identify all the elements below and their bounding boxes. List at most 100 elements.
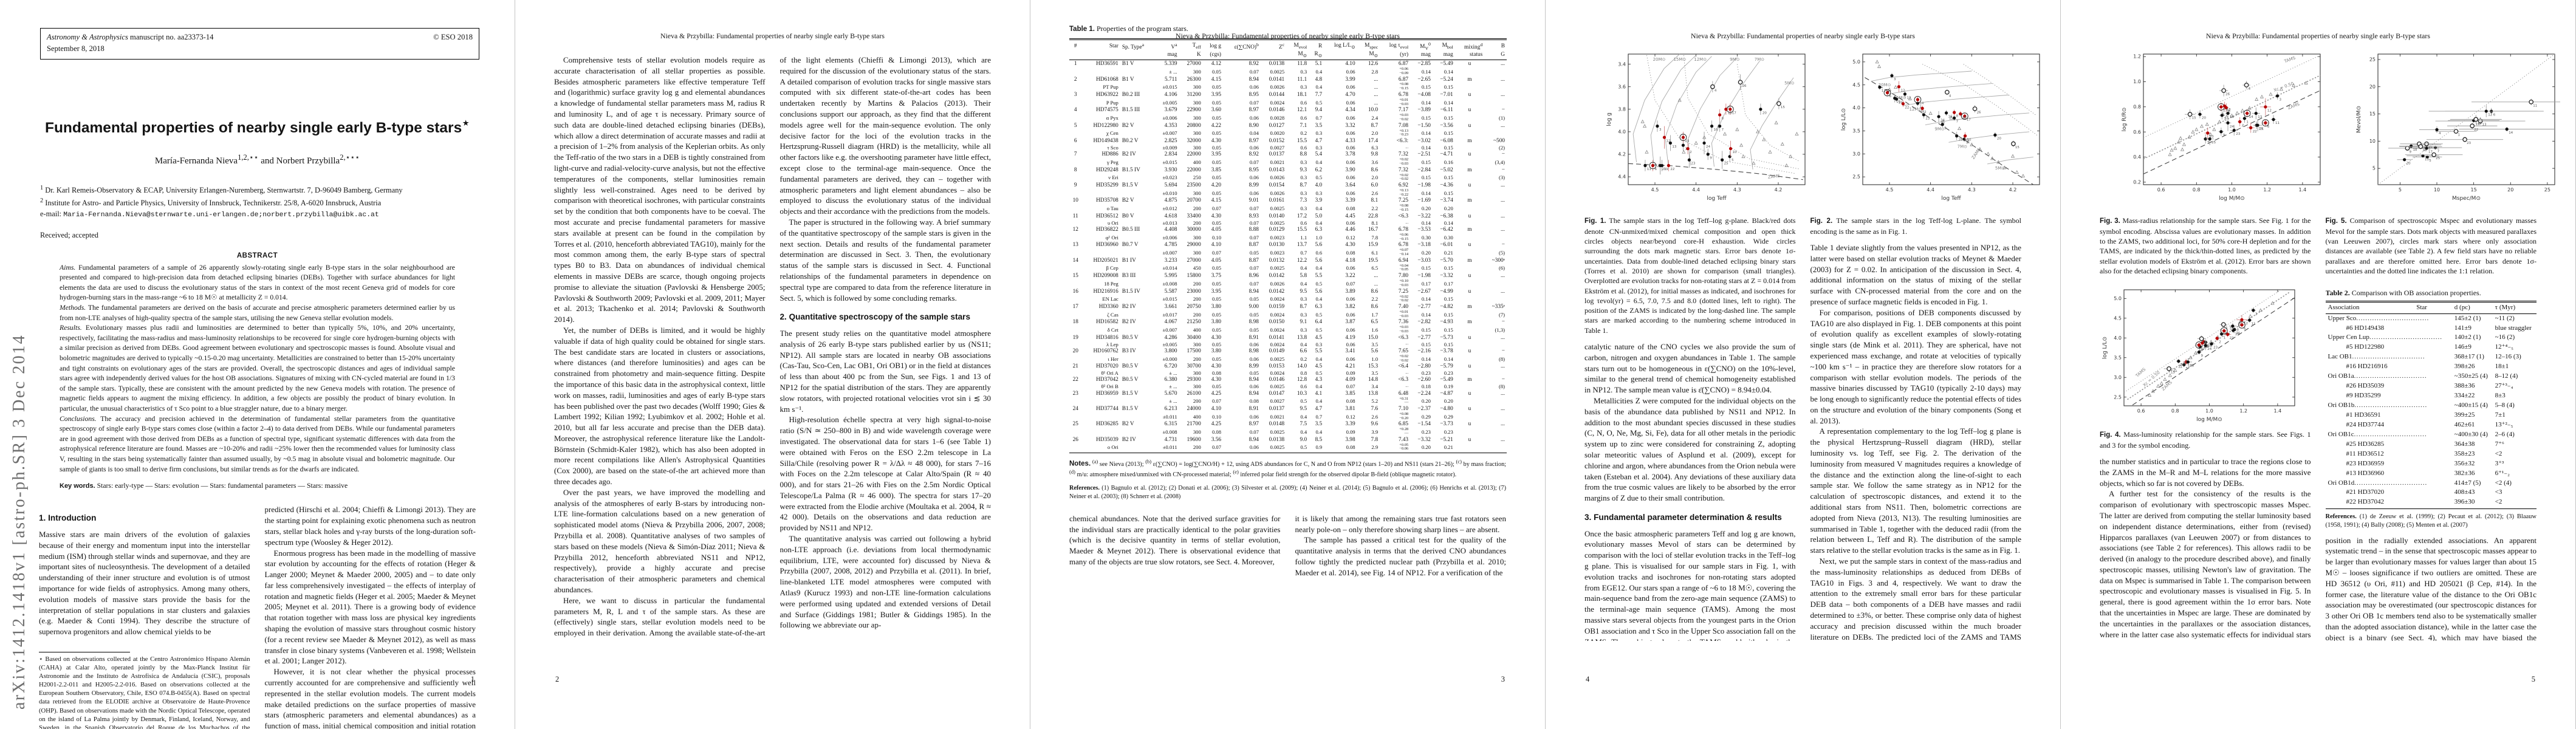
- table-cell: [1484, 412, 1507, 420]
- table-cell: [1069, 428, 1081, 436]
- table-cell: 0.4: [1300, 280, 1307, 287]
- table-cell: υ Ori: [1107, 219, 1118, 226]
- table2-caption-lead: Table 2.: [2325, 289, 2350, 298]
- table-cell: 0.7: [1315, 413, 1323, 420]
- table-cell: 0.3: [1300, 205, 1307, 212]
- table-cell: HD35039: [1096, 436, 1118, 443]
- svg-text:Xc = 0.50: Xc = 0.50: [2273, 81, 2294, 93]
- table-cell: −3.73: [1440, 421, 1453, 428]
- column-header: M⊙: [1286, 51, 1309, 61]
- table-cell: 0.0026: [1270, 280, 1285, 287]
- svg-text:9M⊙: 9M⊙: [1730, 57, 1739, 62]
- table-cell: u: [1468, 122, 1471, 129]
- table-cell: 4.286: [1164, 334, 1177, 341]
- table-cell: −2.67: [1417, 288, 1431, 295]
- svg-text:10: 10: [1733, 151, 1737, 154]
- svg-text:4.3: 4.3: [1968, 187, 1976, 193]
- table-cell: 0.06: [1346, 68, 1355, 75]
- table-cell: 6.92: [1398, 182, 1409, 189]
- table-cell: <6.3:: [1396, 138, 1409, 145]
- affiliation-1: 1 Dr. Karl Remeis-Observatory & ECAP, Un…: [40, 184, 403, 195]
- table-cell: 0.5: [1315, 280, 1323, 287]
- table-cell: (5): [1498, 249, 1505, 256]
- svg-text:20: 20: [1997, 137, 2001, 141]
- table-cell: 3.6: [1371, 159, 1379, 165]
- svg-text:3.0: 3.0: [2114, 375, 2122, 380]
- table-cell: 0.0143: [1269, 166, 1285, 173]
- table-cell: ...: [1501, 122, 1505, 129]
- table-cell: 15.5: [1297, 226, 1307, 233]
- table-cell: 0.06: [1249, 413, 1259, 420]
- table-cell: 0.05: [1211, 311, 1222, 318]
- svg-text:log g: log g: [1606, 112, 1612, 126]
- table-cell: 0.14: [1421, 190, 1431, 196]
- table-cell: 0.05: [1211, 145, 1222, 151]
- table-cell: 16.7: [1368, 226, 1379, 233]
- svg-text:22: 22: [1905, 106, 1909, 109]
- svg-text:7: 7: [1722, 128, 1724, 132]
- table-row: β Cep ±0.014 450 0.05 0.07 0.0025 0.4 0.4 0.06 6.…: [1069, 264, 1507, 272]
- table-cell: HD149438: [1093, 138, 1118, 145]
- table-cell: ±0.008: [1162, 280, 1177, 287]
- table-cell: [1455, 264, 1484, 272]
- table-cell: 0.0132: [1269, 257, 1285, 264]
- table-cell: ...: [1501, 288, 1505, 295]
- table-cell: 2.6: [1371, 190, 1379, 196]
- table-cell: 0.0153: [1269, 363, 1285, 370]
- column-left: chemical abundances. Note that the deriv…: [1069, 513, 1281, 604]
- table-cell: ±0.006: [1162, 114, 1177, 121]
- table-cell: [1484, 204, 1507, 212]
- table-cell: −4.08: [1417, 91, 1431, 98]
- table-cell: ...: [1374, 76, 1379, 83]
- svg-text:15M⊙: 15M⊙: [1673, 57, 1686, 62]
- svg-text:5M⊙: 5M⊙: [1995, 166, 2005, 171]
- table-row: 24 HD37744 B1.5 V 6.213 24000 4.10 8.91 0.0137 9…: [1069, 405, 1507, 412]
- table-cell: m: [1467, 138, 1472, 145]
- svg-text:20M⊙: 20M⊙: [1879, 83, 1891, 87]
- table-cell: 0.06: [1249, 341, 1259, 347]
- column-header: log L/L⊙: [1324, 38, 1357, 52]
- table-cell: [1455, 326, 1484, 334]
- table-cell: +0.02 −0.02: [1399, 294, 1409, 303]
- table-cell: 18.1: [1297, 91, 1307, 98]
- table-cell: [1069, 326, 1081, 334]
- fig3-caption-lead: Fig. 3.: [2100, 217, 2120, 225]
- figure-1-kiel-diagram: 4.5 4.4 4.3 4.2 3.4 3.6 3.8 4.0 4.2 4.4 log Teff lo…: [1604, 50, 1810, 206]
- table-row: υ Ori ±0.013 200 0.05 0.07 0.0025 0.6 0.4 0.06 8.…: [1069, 220, 1507, 226]
- table-cell: EN Lac: [1102, 296, 1118, 303]
- table-cell: 0.9: [1309, 443, 1324, 454]
- table-row: 12 HD36822 B0.5 III 4.408 30000 4.05 8.88 0.012…: [1069, 226, 1507, 233]
- table-cell: 0.3: [1315, 341, 1323, 347]
- table-cell: [1455, 310, 1484, 318]
- table-cell: 0.0141: [1269, 76, 1285, 83]
- table-cell: 11: [1072, 213, 1078, 219]
- column-header: Star: [1081, 38, 1120, 52]
- table-cell: HD34816: [1096, 334, 1118, 341]
- table-row: ±0.008 300 0.08 0.07 0.0025 0.4 0.4 0.09 3.9 +0.2…: [1069, 427, 1507, 436]
- table-cell: θ¹ Ori A: [1101, 370, 1118, 377]
- table-cell: 0.4: [1300, 428, 1307, 435]
- table-cell: HD205021: [1093, 257, 1118, 264]
- table-cell: 8.99: [1249, 182, 1259, 189]
- table-cell: 3.800: [1164, 347, 1177, 354]
- column-header: d (pc): [2451, 300, 2493, 314]
- paragraph: Enormous progress has been made in the m…: [264, 548, 476, 666]
- table-cell: 8.93: [1249, 213, 1259, 219]
- table-cell: 3.5: [1371, 341, 1379, 347]
- table-cell: HD209008: [1093, 273, 1118, 279]
- svg-text:1.0: 1.0: [2133, 79, 2141, 84]
- table-cell: 9.5: [1300, 405, 1307, 412]
- table-cell: 0.0147: [1269, 390, 1285, 397]
- table-cell: +0.31 ⋯: [1399, 396, 1409, 405]
- table-cell: 0.29: [1444, 413, 1453, 420]
- column-header: mixingd: [1454, 38, 1485, 52]
- table-cell: τ Sco: [1107, 145, 1118, 151]
- table-cell: 6.5: [1371, 319, 1379, 326]
- paragraph: the number statistics and in particular …: [2100, 456, 2311, 488]
- table-cell: 0.07: [1346, 280, 1355, 287]
- column-header: [1069, 51, 1082, 61]
- table-cell: ...: [1405, 371, 1409, 375]
- table-cell: (8): [1498, 355, 1505, 362]
- table-cell: 8.1: [1371, 219, 1379, 226]
- svg-text:19: 19: [1899, 101, 1903, 105]
